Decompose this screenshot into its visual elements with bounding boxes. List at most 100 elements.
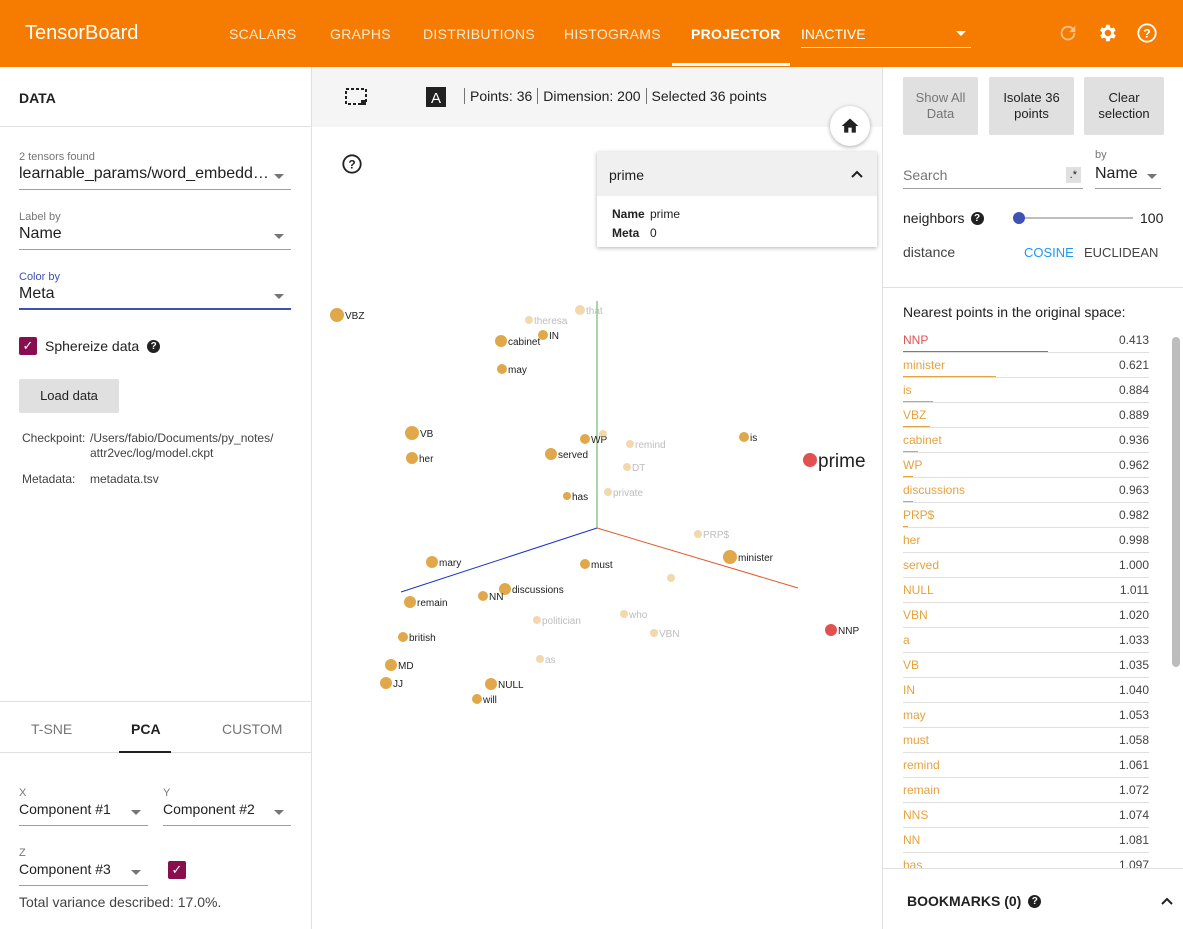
nearest-point-row[interactable]: VBZ 0.889 [903,403,1149,428]
bounding-box-select-icon[interactable] [344,87,368,107]
scatter-point[interactable]: IN [538,330,559,342]
nearest-point-row[interactable]: may 1.053 [903,703,1149,728]
tab-custom[interactable]: CUSTOM [222,721,283,737]
tab-graphs[interactable]: GRAPHS [330,26,391,42]
pca-x-select[interactable]: X Component #1 [19,787,148,826]
scatter-point[interactable]: WP [580,434,607,446]
color-by-select[interactable]: Color by Meta [19,271,291,310]
search-by-select[interactable]: Name [1095,165,1161,189]
sphereize-checkbox[interactable]: ✓ [19,337,37,355]
scatter-point[interactable]: NNP [825,624,859,637]
scatter-plot[interactable]: VBZ theresa that IN cabinet may VB her WP remind i… [312,67,882,929]
nearest-point-row[interactable]: her 0.998 [903,528,1149,553]
nearest-point-row[interactable]: VBN 1.020 [903,603,1149,628]
scatter-point[interactable]: VB [405,426,434,440]
scatter-point[interactable]: PRP$ [694,530,730,541]
scatter-point[interactable]: VBZ [330,308,364,322]
tab-scalars[interactable]: SCALARS [229,26,297,42]
reset-view-button[interactable] [830,106,870,146]
nearest-point-row[interactable]: must 1.058 [903,728,1149,753]
scatter-point[interactable]: british [398,632,436,644]
help-icon[interactable]: ? [1136,22,1158,44]
show-all-data-button[interactable]: Show All Data [903,77,978,135]
scatter-point[interactable]: prime [803,451,866,472]
inactive-dropdown[interactable]: INACTIVE [801,26,971,48]
nearest-point-row[interactable]: a 1.033 [903,628,1149,653]
scatter-point[interactable]: remind [626,440,666,451]
scatter-point[interactable]: who [620,610,648,621]
scatter-point[interactable]: remain [404,596,448,609]
scrollbar[interactable] [1172,337,1180,667]
nearest-point-row[interactable]: served 1.000 [903,553,1149,578]
nearest-point-row[interactable]: minister 0.621 [903,353,1149,378]
nearest-point-row[interactable]: IN 1.040 [903,678,1149,703]
scatter-point[interactable]: will [472,694,497,706]
help-icon[interactable]: ? [970,211,984,225]
card-header[interactable]: prime [597,152,877,196]
nearest-point-row[interactable]: VB 1.035 [903,653,1149,678]
label-toggle-icon[interactable]: A [425,86,447,108]
scatter-point[interactable]: served [545,448,588,461]
help-icon[interactable]: ? [1028,894,1042,908]
scatter-point[interactable]: her [406,452,434,465]
scatter-point[interactable]: mary [426,556,461,569]
chevron-up-icon[interactable] [851,170,863,178]
tab-histograms[interactable]: HISTOGRAMS [564,26,661,42]
scatter-point[interactable]: discussions [499,583,564,596]
search-field[interactable]: Search .* [903,167,1083,189]
scatter-point[interactable]: DT [623,463,645,474]
scatter-point[interactable]: politician [533,616,581,627]
help-icon[interactable]: ? [341,153,363,175]
scatter-point[interactable]: must [580,559,613,571]
clear-selection-button[interactable]: Clear selection [1084,77,1164,135]
cosine-option[interactable]: COSINE [1024,245,1074,260]
nearest-point-row[interactable]: PRP$ 0.982 [903,503,1149,528]
scatter-point[interactable]: cabinet [495,335,540,348]
nearest-point-row[interactable]: NULL 1.011 [903,578,1149,603]
nearest-point-row[interactable]: remind 1.061 [903,753,1149,778]
scatter-point[interactable]: JJ [380,677,403,690]
load-data-button[interactable]: Load data [19,379,119,413]
tab-distributions[interactable]: DISTRIBUTIONS [423,26,536,42]
pca-z-select[interactable]: Z Component #3 [19,847,148,886]
isolate-points-button[interactable]: Isolate 36 points [989,77,1074,135]
nearest-point-row[interactable]: remain 1.072 [903,778,1149,803]
regex-toggle[interactable]: .* [1065,167,1081,183]
chevron-up-icon[interactable] [1161,897,1173,905]
pca-y-select[interactable]: Y Component #2 [163,787,291,826]
tab-projector[interactable]: PROJECTOR [691,26,781,42]
tab-pca[interactable]: PCA [131,721,161,737]
nearest-point-row[interactable]: WP 0.962 [903,453,1149,478]
nearest-point-row[interactable]: NNP 0.413 [903,328,1149,353]
scatter-point[interactable]: has [563,492,588,503]
tab-tsne[interactable]: T-SNE [31,721,73,737]
scatter-point[interactable]: private [604,488,643,499]
label-by-select[interactable]: Label by Name [19,211,291,250]
nearest-point-row[interactable]: is 0.884 [903,378,1149,403]
scatter-point[interactable]: NULL [485,678,524,691]
nearest-point-row[interactable]: NNS 1.074 [903,803,1149,828]
help-icon[interactable]: ? [147,339,161,353]
pca-z-checkbox[interactable]: ✓ [168,861,186,879]
neighbors-slider[interactable] [1013,212,1133,224]
scatter-point[interactable]: NN [478,591,503,603]
scatter-point[interactable] [667,574,675,582]
scatter-point[interactable]: is [739,432,757,444]
nearest-point-row[interactable]: discussions 0.963 [903,478,1149,503]
scatter-point[interactable]: theresa [525,316,568,327]
bookmarks-panel[interactable]: BOOKMARKS (0) ? [883,868,1183,929]
scatter-point[interactable]: VBN [650,629,680,640]
scatter-point[interactable]: as [536,655,556,666]
scatter-point[interactable] [599,430,607,438]
scatter-point[interactable]: MD [385,659,414,672]
neighbors-slider-knob[interactable] [1013,212,1026,224]
tensor-select[interactable]: 2 tensors found learnable_params/word_em… [19,151,291,190]
scatter-point[interactable]: that [575,305,603,317]
euclidean-option[interactable]: EUCLIDEAN [1084,245,1159,260]
gear-icon[interactable] [1096,22,1118,44]
nearest-point-row[interactable]: cabinet 0.936 [903,428,1149,453]
nearest-point-row[interactable]: NN 1.081 [903,828,1149,853]
scatter-point[interactable]: minister [723,550,774,564]
refresh-icon[interactable] [1057,22,1079,44]
scatter-point[interactable]: may [497,364,527,376]
